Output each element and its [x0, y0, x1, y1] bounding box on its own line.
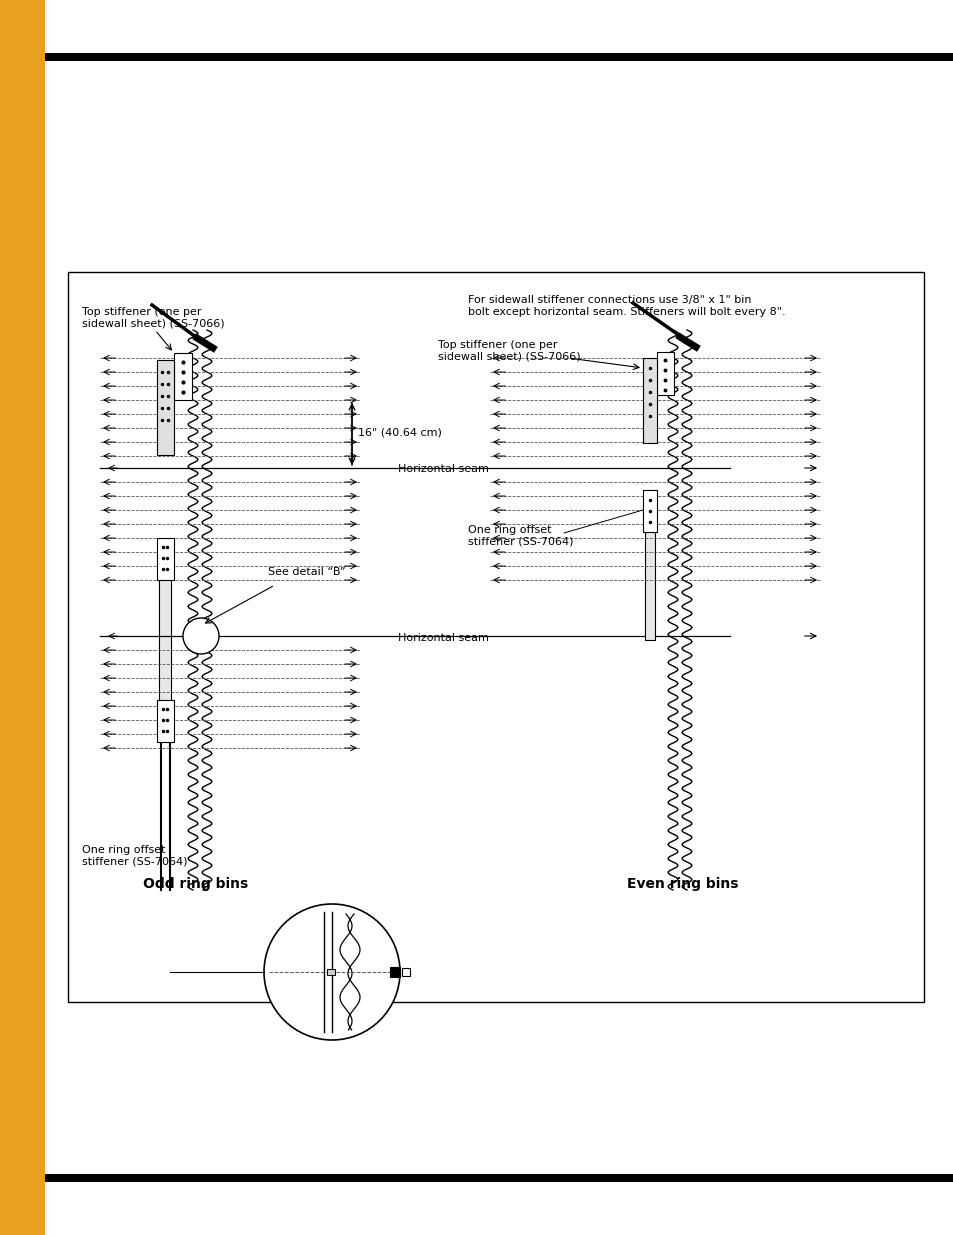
Bar — [173, 353, 192, 400]
Text: Horizontal seam: Horizontal seam — [397, 464, 488, 474]
Bar — [45, 53, 953, 61]
Bar — [327, 969, 335, 974]
Bar — [45, 1174, 953, 1182]
Text: One ring offset
stiffener (SS-7064): One ring offset stiffener (SS-7064) — [82, 845, 188, 867]
Bar — [401, 968, 410, 976]
Bar — [644, 490, 655, 640]
Text: 16" (40.64 cm): 16" (40.64 cm) — [357, 427, 441, 437]
Bar — [642, 358, 657, 443]
Circle shape — [183, 618, 219, 655]
Text: Even ring bins: Even ring bins — [626, 877, 738, 890]
Text: See detail “B”: See detail “B” — [268, 567, 345, 577]
Bar — [157, 359, 173, 454]
Bar — [390, 967, 399, 977]
Bar — [0, 0, 45, 1235]
Bar — [159, 555, 171, 710]
Text: Odd ring bins: Odd ring bins — [143, 877, 249, 890]
Bar — [68, 272, 923, 1002]
Bar — [157, 700, 173, 742]
Bar — [157, 538, 173, 580]
Text: One ring offset
stiffener (SS-7064): One ring offset stiffener (SS-7064) — [468, 525, 573, 547]
Circle shape — [264, 904, 399, 1040]
Text: Top stiffener (one per
sidewall sheet) (SS-7066): Top stiffener (one per sidewall sheet) (… — [437, 340, 580, 362]
Text: For sidewall stiffener connections use 3/8" x 1" bin
bolt except horizontal seam: For sidewall stiffener connections use 3… — [468, 295, 785, 316]
Text: Top stiffener (one per
sidewall sheet) (SS-7066): Top stiffener (one per sidewall sheet) (… — [82, 308, 224, 329]
Bar — [657, 352, 673, 395]
Text: Horizontal seam: Horizontal seam — [397, 634, 488, 643]
Bar — [642, 490, 657, 532]
